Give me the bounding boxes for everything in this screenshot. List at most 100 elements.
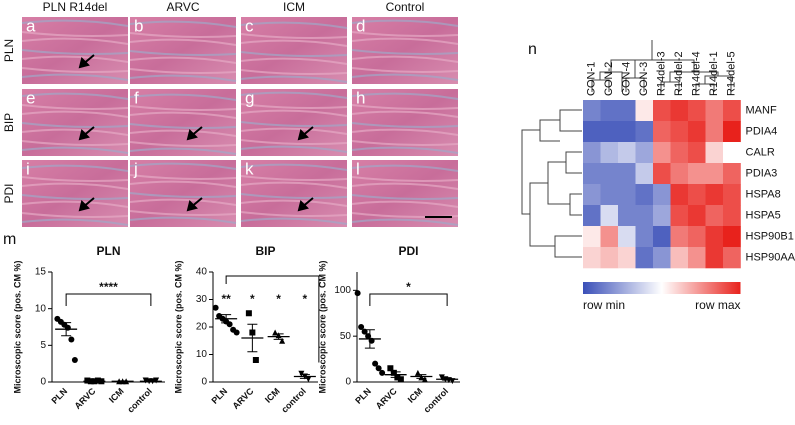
arrow bbox=[297, 197, 314, 212]
tissue-streak bbox=[351, 146, 459, 154]
y-tick-label: 0 bbox=[40, 377, 46, 388]
x-tick-label: control bbox=[279, 386, 308, 415]
y-tick-label: 5 bbox=[40, 340, 46, 351]
x-tick-label: control bbox=[422, 386, 451, 415]
tissue-streak bbox=[351, 122, 459, 128]
tissue-streak bbox=[129, 93, 237, 101]
tissue-streak bbox=[21, 176, 129, 182]
data-point bbox=[372, 360, 379, 367]
legend-label: row max bbox=[695, 298, 740, 312]
tissue-streak bbox=[351, 110, 459, 118]
tissue-streak bbox=[240, 175, 348, 181]
significance-bracket bbox=[65, 293, 152, 306]
heatmap-cell bbox=[583, 205, 601, 227]
error-bar bbox=[61, 322, 72, 337]
data-point bbox=[226, 321, 233, 328]
y-tick-label: 0 bbox=[201, 377, 207, 388]
heatmap-cell bbox=[688, 100, 706, 122]
column-header: PLN R14del bbox=[43, 0, 108, 14]
heatmap-cell bbox=[635, 121, 654, 143]
heatmap-cell bbox=[688, 247, 706, 269]
tissue-streak bbox=[351, 19, 459, 27]
tissue-streak bbox=[351, 176, 459, 182]
row-label: MANF bbox=[746, 104, 777, 116]
data-point bbox=[153, 377, 160, 384]
heatmap-cell bbox=[723, 184, 741, 206]
tissue-streak bbox=[129, 105, 237, 111]
column-label: CON-4 bbox=[621, 62, 633, 96]
error-bar bbox=[145, 380, 156, 383]
arrow bbox=[186, 197, 203, 212]
tissue-streak bbox=[240, 217, 348, 225]
data-point bbox=[84, 377, 91, 384]
tissue-streak bbox=[240, 139, 348, 145]
data-point bbox=[305, 376, 312, 383]
column-label: R14del-2 bbox=[673, 51, 685, 96]
column-label: CON-2 bbox=[603, 62, 615, 96]
significance-bracket bbox=[369, 293, 448, 306]
tissue-streak bbox=[21, 140, 129, 146]
micrograph bbox=[352, 89, 458, 156]
heatmap-cell bbox=[600, 226, 619, 248]
tissue-streak bbox=[351, 182, 459, 190]
row-label: PDIA3 bbox=[746, 167, 778, 179]
tissue-streak bbox=[129, 111, 237, 119]
tissue-streak bbox=[240, 199, 348, 207]
column-header: Control bbox=[386, 0, 425, 14]
data-point bbox=[68, 336, 75, 343]
heatmap-cell bbox=[583, 121, 601, 143]
heatmap-cell bbox=[723, 247, 741, 269]
error-bar bbox=[364, 329, 375, 349]
tissue-streak bbox=[21, 212, 129, 218]
heatmap-cell bbox=[600, 205, 619, 227]
heatmap-cell bbox=[583, 226, 601, 248]
tissue-streak bbox=[351, 92, 459, 100]
tissue-streak bbox=[21, 110, 129, 118]
x-tick-label: PLN bbox=[353, 386, 373, 406]
heatmap-cell bbox=[688, 205, 706, 227]
heatmap-cell bbox=[583, 163, 601, 185]
data-point bbox=[252, 357, 259, 363]
micrograph bbox=[22, 17, 128, 84]
heatmap-cell bbox=[635, 205, 654, 227]
micrograph bbox=[352, 17, 458, 84]
tissue-streak bbox=[129, 123, 237, 129]
tissue-streak bbox=[21, 55, 129, 63]
tissue-streak bbox=[21, 146, 129, 154]
error-bar bbox=[89, 380, 100, 383]
heatmap-cell bbox=[653, 100, 671, 122]
panel-letter: d bbox=[356, 16, 365, 35]
tissue-streak bbox=[351, 200, 459, 208]
legend-bar bbox=[583, 282, 741, 294]
micrograph bbox=[241, 89, 347, 156]
column-label: R14del-1 bbox=[708, 51, 720, 96]
heatmap-cell bbox=[670, 226, 689, 248]
heatmap-cell bbox=[670, 205, 689, 227]
heatmap-cell bbox=[618, 163, 636, 185]
column-label: R14del-4 bbox=[691, 51, 703, 96]
row-label: HSPA8 bbox=[746, 188, 781, 200]
x-tick-label: ARVC bbox=[72, 386, 97, 411]
arrow bbox=[186, 126, 203, 141]
heatmap-cell bbox=[583, 247, 601, 269]
heatmap-cell bbox=[723, 163, 741, 185]
panel-letter: c bbox=[245, 16, 254, 35]
tissue-streak bbox=[21, 92, 129, 100]
heatmap-cell bbox=[705, 142, 724, 164]
data-point bbox=[375, 365, 382, 372]
heatmap-cell bbox=[600, 184, 619, 206]
y-axis-label: Microscopic score (pos. CM %) bbox=[12, 260, 22, 393]
heatmap-cell bbox=[688, 184, 706, 206]
heatmap-cell bbox=[635, 163, 654, 185]
heatmap-cell bbox=[653, 142, 671, 164]
heatmap-cell bbox=[688, 226, 706, 248]
tissue-streak bbox=[240, 193, 348, 199]
heatmap-cell bbox=[653, 205, 671, 227]
tissue-streak bbox=[129, 38, 237, 46]
heatmap-cell bbox=[618, 184, 636, 206]
heatmap-cell bbox=[653, 163, 671, 185]
data-point bbox=[71, 357, 78, 363]
data-point bbox=[212, 304, 219, 311]
chart-title: BIP bbox=[255, 244, 275, 258]
heatmap-cell bbox=[723, 226, 741, 248]
